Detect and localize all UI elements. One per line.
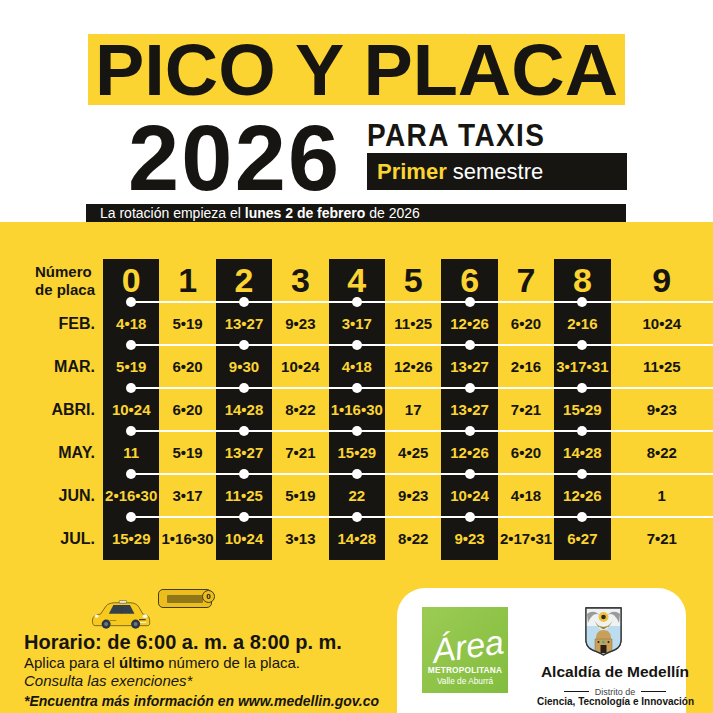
svg-text:Área: Área — [428, 622, 506, 670]
